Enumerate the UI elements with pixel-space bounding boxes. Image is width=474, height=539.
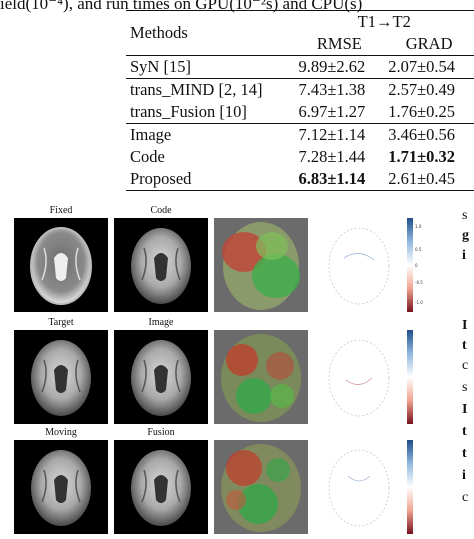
fixed-image [14,218,108,312]
side-text: t [462,424,467,439]
side-text: I [462,318,468,333]
row-method: SyN [15] [130,57,191,76]
table-row: SyN [15] 9.89±2.62 2.07±0.54 [126,55,474,79]
side-text: s [462,380,468,395]
row-grad: 3.46±0.56 [388,125,456,144]
target-image [14,330,108,424]
label-moving: Moving [45,427,77,438]
colorbar-tick: -0.5 [415,280,423,285]
group-header-t1-t2: T1→T2 [357,12,411,31]
row-method: trans_MIND [2, 14] [130,80,263,99]
row-grad: 1.76±0.25 [388,102,456,121]
colorbar-tick: 0 [415,263,418,268]
row-method: Code [130,147,165,166]
results-table: Methods T1→T2 RMSE GRAD SyN [15] 9.89±2.… [126,10,474,191]
row-rmse-best: 6.83±1.14 [298,169,366,188]
row-method: trans_Fusion [10] [130,102,247,121]
caption-fragment: ield(10⁻⁴), and run times on GPU(10⁻²s) … [0,0,363,13]
moving-image [14,440,108,534]
row-grad: 2.07±0.54 [388,57,456,76]
row-grad-best: 1.71±0.32 [388,147,456,166]
image-result-image [114,330,208,424]
colorbar [407,330,413,424]
colorbar-tick: 1.0 [415,224,422,229]
fusion-result-image [114,440,208,534]
image-flow-field [214,330,308,424]
table-row: Code 7.28±1.44 1.71±0.32 [126,146,474,168]
label-fixed: Fixed [49,205,73,216]
col-methods-header: Methods [130,23,188,42]
label-fusion: Fusion [147,427,175,438]
row-method: Image [130,125,172,144]
table-row: Image 7.12±1.14 3.46±0.56 [126,123,474,147]
col-rmse-header: RMSE [316,34,362,53]
table-row: trans_Fusion [10] 6.97±1.27 1.76±0.25 [126,101,474,124]
code-result-image [114,218,208,312]
image-difference-map [314,330,404,424]
fusion-difference-map [314,440,404,534]
code-difference-map [314,218,404,312]
row-rmse: 7.28±1.44 [298,147,366,166]
side-text: i [462,248,466,263]
fusion-flow-field [214,440,308,534]
label-target: Target [48,317,74,328]
side-text: c [462,358,469,373]
side-text: s [462,208,468,223]
table-row: Proposed 6.83±1.14 2.61±0.45 [126,168,474,191]
row-rmse: 7.43±1.38 [298,80,366,99]
side-text: I [462,402,468,417]
row-rmse: 9.89±2.62 [298,57,366,76]
side-text: c [462,490,469,505]
colorbar-tick: -1.0 [415,300,423,305]
code-flow-field [214,218,308,312]
table-row: trans_MIND [2, 14] 7.43±1.38 2.57±0.49 [126,78,474,102]
side-text: t [462,446,467,461]
col-grad-header: GRAD [405,34,453,53]
row-method: Proposed [130,169,192,188]
side-text: i [462,468,466,483]
colorbar-tick: 0.5 [415,247,422,252]
row-grad: 2.57±0.49 [388,80,456,99]
row-grad: 2.61±0.45 [388,169,456,188]
colorbar [407,218,413,312]
colorbar [407,440,413,534]
side-text: g [462,228,469,243]
label-image: Image [148,317,174,328]
row-rmse: 7.12±1.14 [298,125,366,144]
side-text: t [462,338,467,353]
row-rmse: 6.97±1.27 [298,102,366,121]
label-code: Code [150,205,172,216]
